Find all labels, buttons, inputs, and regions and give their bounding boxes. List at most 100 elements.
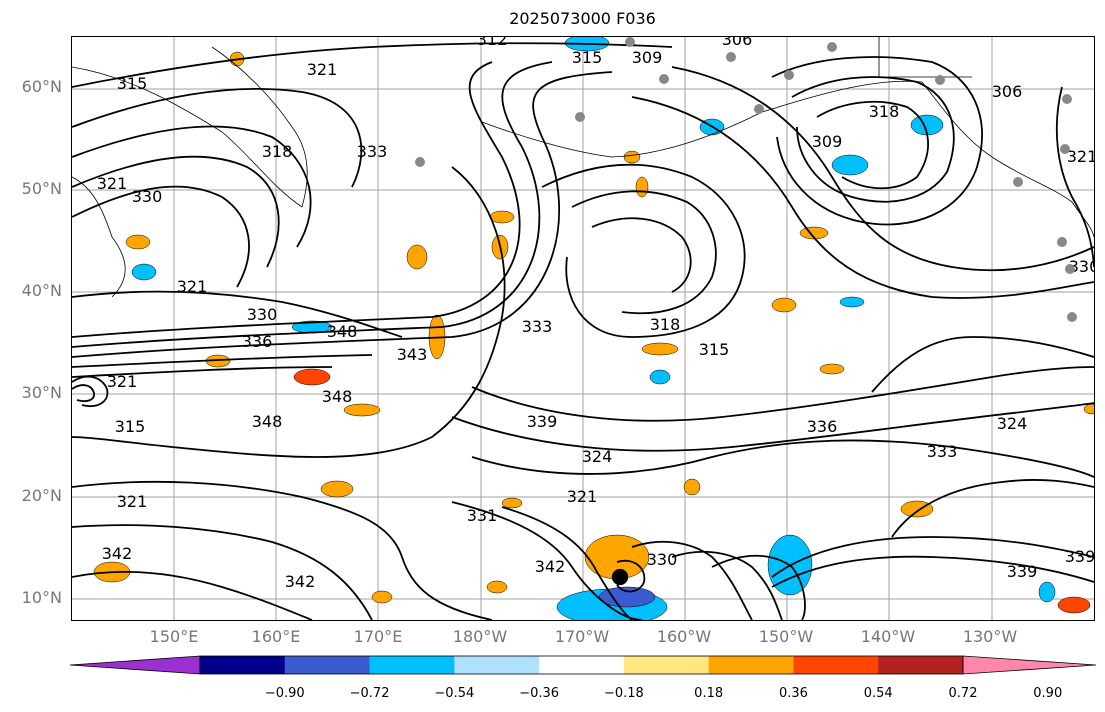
colorbar-tick-label: 0.72 (948, 686, 978, 701)
contour-label: 312 (477, 37, 508, 49)
contour-label: 336 (242, 332, 273, 351)
lat-label: 30°N (21, 383, 62, 402)
lon-label: 180°W (452, 627, 508, 646)
colorbar-swatches (70, 656, 1096, 674)
colorbar-swatch (963, 656, 1096, 674)
positive-patch (406, 244, 428, 270)
contour-label: 309 (812, 132, 843, 151)
lon-label: 140°W (860, 627, 916, 646)
contour-label: 321 (97, 174, 128, 193)
colorbar-tick-label: −0.54 (434, 686, 475, 701)
positive-patch (371, 590, 393, 604)
station-marker (784, 70, 794, 80)
colorbar-swatch (369, 656, 455, 674)
contour-label: 321 (307, 60, 338, 79)
station-marker (659, 74, 669, 84)
positive-patch (320, 480, 354, 498)
contour-label: 348 (327, 322, 358, 341)
contour-label: 321 (1067, 147, 1094, 166)
colorbar-swatch (708, 656, 794, 674)
contour-label: 330 (132, 187, 163, 206)
positive-patch (623, 150, 641, 164)
coastlines (72, 37, 1094, 298)
contour-label: 333 (522, 317, 553, 336)
station-marker (625, 37, 635, 47)
contour-label: 348 (252, 412, 283, 431)
contour-label: 330 (647, 550, 678, 569)
colorbar-tick-label: −0.36 (519, 686, 560, 701)
contour-label: 306 (992, 82, 1023, 101)
lat-label: 60°N (21, 77, 62, 96)
contour-label: 318 (869, 102, 900, 121)
contour-label: 339 (527, 412, 558, 431)
station-marker (726, 52, 736, 62)
positive-patch (641, 342, 679, 356)
negative-patch (131, 263, 157, 281)
contour-label: 343 (397, 345, 428, 364)
colorbar-tick-label: −0.90 (264, 686, 305, 701)
contour-labels: 312 315 306 309 321 315 318 321 330 333 … (97, 37, 1094, 591)
contour-label: 306 (722, 37, 753, 49)
colorbar-swatch (70, 656, 200, 674)
colorbar-tick-label: 0.36 (778, 686, 808, 701)
contour-label: 318 (650, 315, 681, 334)
negative-patch (839, 296, 865, 308)
lat-label: 10°N (21, 588, 62, 607)
positive-patch (501, 497, 523, 509)
colorbar (70, 655, 1096, 675)
contour-label: 336 (807, 417, 838, 436)
contour-label: 339 (1065, 547, 1094, 566)
contour-label: 333 (357, 142, 388, 161)
colorbar-swatch (200, 656, 286, 674)
negative-patch (831, 154, 869, 176)
map-title: 2025073000 F036 (509, 9, 656, 28)
station-marker (415, 157, 425, 167)
map-panel: 312 315 306 309 321 315 318 321 330 333 … (71, 36, 1095, 621)
station-marker (935, 75, 945, 85)
contour-label: 348 (322, 387, 353, 406)
contour-label: 315 (572, 48, 603, 67)
colorbar-swatch (539, 656, 625, 674)
positive-patch (635, 176, 649, 198)
colorbar-swatch (793, 656, 879, 674)
contour-label: 342 (285, 572, 316, 591)
colorbar-swatch (878, 656, 964, 674)
lon-label: 170°W (554, 627, 610, 646)
station-marker (1065, 264, 1075, 274)
positive-patch (683, 478, 701, 496)
colorbar-swatch (284, 656, 371, 674)
contour-label: 309 (632, 48, 663, 67)
station-marker (1013, 177, 1023, 187)
contour-label: 324 (997, 414, 1028, 433)
station-marker (754, 104, 764, 114)
shaded-field (93, 37, 1094, 620)
colorbar-tick-label: 0.90 (1033, 686, 1063, 701)
station-marker (1057, 237, 1067, 247)
contour-label: 333 (927, 442, 958, 461)
positive-patch (1057, 596, 1091, 614)
contour-label: 342 (535, 557, 566, 576)
colorbar-swatch (623, 656, 710, 674)
contour-label: 331 (467, 506, 498, 525)
positive-patch (293, 368, 331, 386)
station-marker (827, 42, 837, 52)
lon-label: 150°E (149, 627, 199, 646)
station-marker (1062, 94, 1072, 104)
contour-label: 330 (1069, 257, 1094, 276)
positive-patch (611, 568, 629, 586)
lat-label: 50°N (21, 179, 62, 198)
colorbar-tick-label: 0.54 (863, 686, 893, 701)
lon-label: 160°E (251, 627, 301, 646)
contour-label: 318 (262, 142, 293, 161)
positive-patch (900, 500, 934, 518)
contour-label: 339 (1007, 562, 1038, 581)
contour-label: 321 (107, 372, 138, 391)
contour-label: 330 (247, 305, 278, 324)
station-marker (1060, 144, 1070, 154)
colorbar-tick-label: −0.72 (349, 686, 390, 701)
colorbar-tick-label: 0.18 (694, 686, 724, 701)
positive-patch (486, 580, 508, 594)
lon-label: 130°W (962, 627, 1018, 646)
map-canvas: 312 315 306 309 321 315 318 321 330 333 … (72, 37, 1094, 620)
positive-patch (1083, 403, 1094, 415)
